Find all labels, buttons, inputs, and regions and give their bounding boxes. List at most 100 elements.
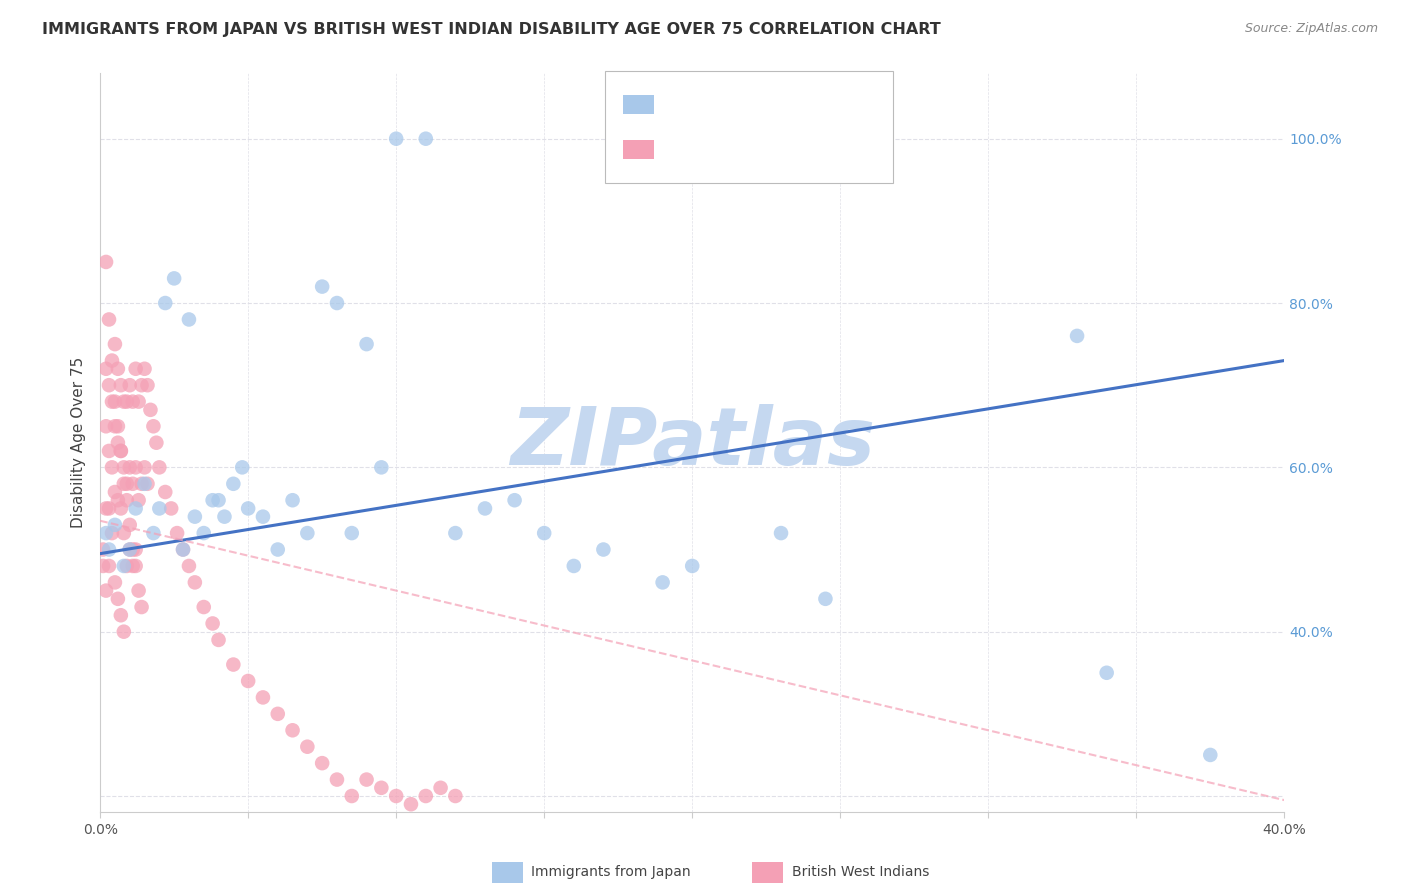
Point xyxy=(101,394,124,409)
Point xyxy=(370,460,392,475)
Text: British West Indians: British West Indians xyxy=(792,865,929,880)
Point xyxy=(112,526,135,541)
Point xyxy=(124,361,146,376)
Text: R =  0.295   N = 45: R = 0.295 N = 45 xyxy=(665,97,814,112)
Point xyxy=(107,591,129,606)
Point xyxy=(172,542,194,557)
Point xyxy=(98,558,121,573)
Point xyxy=(134,460,156,475)
Text: Immigrants from Japan: Immigrants from Japan xyxy=(531,865,692,880)
Point xyxy=(107,493,129,508)
Point xyxy=(177,558,200,573)
Point xyxy=(207,632,229,647)
Point xyxy=(118,517,141,532)
Point xyxy=(104,575,127,590)
Point xyxy=(134,361,156,376)
Point xyxy=(98,501,121,516)
Point xyxy=(267,706,290,721)
Point xyxy=(110,501,132,516)
Point xyxy=(94,526,117,541)
Point xyxy=(356,337,378,351)
Point xyxy=(142,526,165,541)
Point xyxy=(385,132,408,146)
Point xyxy=(98,312,121,326)
Point xyxy=(814,591,837,606)
Point xyxy=(385,789,408,803)
Point xyxy=(104,394,127,409)
Point xyxy=(112,624,135,639)
Point xyxy=(104,337,127,351)
Point xyxy=(110,444,132,458)
Point xyxy=(172,542,194,557)
Text: ZIPatlas: ZIPatlas xyxy=(510,404,875,482)
Point xyxy=(533,526,555,541)
Point xyxy=(252,690,274,705)
Point xyxy=(115,558,138,573)
Point xyxy=(370,780,392,795)
Point xyxy=(1199,747,1222,762)
Point xyxy=(124,542,146,557)
Point xyxy=(166,526,188,541)
Point xyxy=(124,501,146,516)
Point xyxy=(131,600,153,615)
Point xyxy=(311,756,333,771)
Point xyxy=(184,509,207,524)
Point xyxy=(201,616,224,631)
Point xyxy=(124,558,146,573)
Point xyxy=(148,460,170,475)
Point xyxy=(139,402,162,417)
Point xyxy=(155,485,177,500)
Point xyxy=(98,542,121,557)
Point xyxy=(121,394,143,409)
Point xyxy=(340,789,363,803)
Point xyxy=(128,583,150,598)
Point xyxy=(155,296,177,310)
Text: IMMIGRANTS FROM JAPAN VS BRITISH WEST INDIAN DISABILITY AGE OVER 75 CORRELATION : IMMIGRANTS FROM JAPAN VS BRITISH WEST IN… xyxy=(42,22,941,37)
Point xyxy=(94,583,117,598)
Point xyxy=(107,361,129,376)
Point xyxy=(101,353,124,368)
Point xyxy=(94,419,117,434)
Point xyxy=(110,378,132,392)
Point xyxy=(1095,665,1118,680)
Point xyxy=(281,493,304,508)
Point xyxy=(136,378,159,392)
Point xyxy=(104,485,127,500)
Point xyxy=(110,608,132,623)
Point xyxy=(193,600,215,615)
Point xyxy=(112,394,135,409)
Point xyxy=(444,789,467,803)
Point xyxy=(124,460,146,475)
Point xyxy=(415,132,437,146)
Point xyxy=(503,493,526,508)
Point xyxy=(115,493,138,508)
Point xyxy=(107,419,129,434)
Point xyxy=(121,476,143,491)
Point xyxy=(326,772,349,787)
Point xyxy=(326,296,349,310)
Point xyxy=(297,739,319,754)
Point xyxy=(104,419,127,434)
Point xyxy=(214,509,236,524)
Point xyxy=(94,361,117,376)
Point xyxy=(160,501,183,516)
Point xyxy=(415,789,437,803)
Point xyxy=(236,501,259,516)
Point xyxy=(101,460,124,475)
Point xyxy=(94,255,117,269)
Point xyxy=(128,493,150,508)
Point xyxy=(91,558,114,573)
Point xyxy=(136,476,159,491)
Point xyxy=(267,542,290,557)
Point xyxy=(94,501,117,516)
Point xyxy=(356,772,378,787)
Point xyxy=(104,517,127,532)
Point xyxy=(231,460,253,475)
Point xyxy=(121,542,143,557)
Point xyxy=(134,476,156,491)
Point xyxy=(201,493,224,508)
Point xyxy=(651,575,673,590)
Point xyxy=(107,435,129,450)
Text: Source: ZipAtlas.com: Source: ZipAtlas.com xyxy=(1244,22,1378,36)
Point xyxy=(128,394,150,409)
